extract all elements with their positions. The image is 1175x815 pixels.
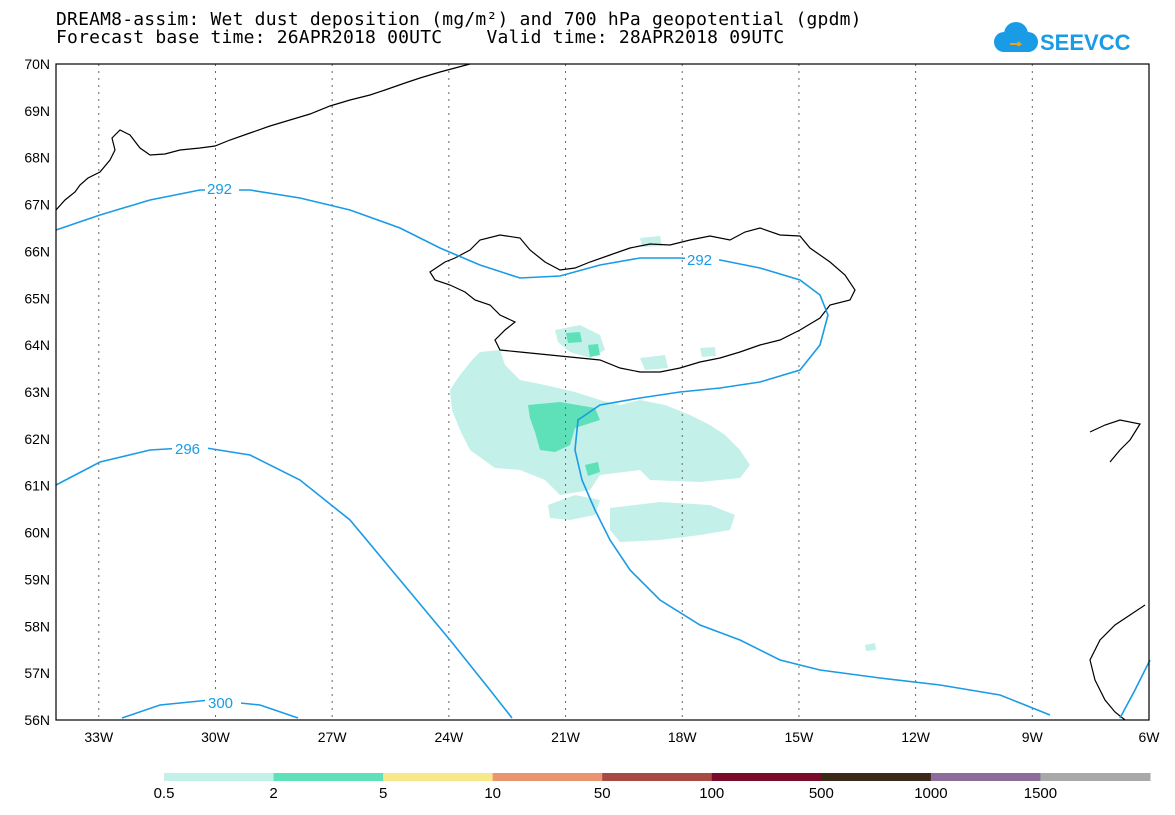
coastlines xyxy=(55,63,1146,721)
colorbar-label: 5 xyxy=(378,785,388,802)
dust-area-low xyxy=(548,495,600,520)
colorbar-swatch xyxy=(602,773,713,781)
scotland-coast xyxy=(1089,604,1146,721)
longitude-label: 24W xyxy=(434,729,464,745)
latitude-label: 61N xyxy=(24,478,50,494)
latitude-label: 65N xyxy=(24,290,50,306)
latitude-label: 62N xyxy=(24,431,50,447)
latitude-label: 56N xyxy=(24,712,50,728)
latitude-label: 67N xyxy=(24,197,50,213)
dust-area-low xyxy=(610,502,735,542)
colorbar-label: 100 xyxy=(699,785,725,802)
iceland-coast xyxy=(429,227,856,373)
svg-text:SEEVCCC: SEEVCCC xyxy=(1040,30,1130,55)
dust-area-mid xyxy=(588,344,600,357)
map-title: DREAM8-assim: Wet dust deposition (mg/m²… xyxy=(56,9,862,30)
contour-label: 296 xyxy=(175,441,200,458)
cloud-icon xyxy=(994,22,1038,52)
latitude-label: 70N xyxy=(24,56,50,72)
contour-296 xyxy=(55,446,513,719)
longitude-label: 6W xyxy=(1139,729,1161,745)
colorbar-swatch xyxy=(711,773,822,781)
contour-label: 292 xyxy=(687,252,712,269)
dust-area-low xyxy=(640,355,668,370)
contour-292-west xyxy=(55,189,1051,716)
longitude-label: 30W xyxy=(201,729,231,745)
faroe-shetland-coast xyxy=(1089,419,1141,463)
contour-label: 300 xyxy=(208,695,233,712)
dust-area-mid xyxy=(566,332,582,343)
dust-area-mid xyxy=(528,402,600,452)
longitude-label: 15W xyxy=(785,729,815,745)
latitude-label: 68N xyxy=(24,150,50,166)
longitude-labels: 33W 30W 27W 24W 21W 18W 15W 12W 9W 6W xyxy=(84,729,1160,745)
dust-area-low xyxy=(700,347,716,357)
colorbar-swatch xyxy=(930,773,1041,781)
colorbar-label: 10 xyxy=(484,785,501,802)
longitude-label: 12W xyxy=(901,729,931,745)
latitude-labels: 70N 69N 68N 67N 66N 65N 64N 63N 62N 61N 60N 59N 58N 5… xyxy=(24,56,50,728)
longitude-label: 9W xyxy=(1022,729,1044,745)
colorbar-label: 50 xyxy=(593,785,611,802)
colorbar-label: 1500 xyxy=(1023,785,1058,802)
colorbar-swatch xyxy=(164,773,275,781)
latitude-label: 58N xyxy=(24,618,50,634)
map-subtitle: Forecast base time: 26APR2018 00UTC Vali… xyxy=(56,27,785,48)
colorbar-swatch xyxy=(1040,773,1151,781)
colorbar-swatch xyxy=(492,773,603,781)
latitude-label: 60N xyxy=(24,525,50,541)
geopotential-contours xyxy=(55,189,1151,719)
colorbar-label: 0.5 xyxy=(153,785,175,802)
colorbar-swatch xyxy=(821,773,932,781)
longitude-label: 21W xyxy=(551,729,581,745)
dust-area-low xyxy=(450,350,750,495)
latitude-label: 63N xyxy=(24,384,50,400)
colorbar-label: 1000 xyxy=(914,785,948,802)
grid-lines xyxy=(98,64,1033,720)
colorbar-swatch xyxy=(383,773,494,781)
longitude-label: 27W xyxy=(318,729,348,745)
dust-deposition-shading xyxy=(450,236,876,651)
colorbar-swatch xyxy=(273,773,384,781)
latitude-label: 69N xyxy=(24,103,50,119)
colorbar xyxy=(164,773,1151,781)
contour-labels: 292 292 296 300 xyxy=(172,180,719,712)
longitude-label: 18W xyxy=(668,729,698,745)
greenland-coast xyxy=(55,63,471,211)
colorbar-label: 2 xyxy=(269,785,278,802)
latitude-label: 59N xyxy=(24,571,50,587)
latitude-label: 64N xyxy=(24,337,50,353)
longitude-label: 33W xyxy=(84,729,114,745)
contour-east xyxy=(1119,659,1151,719)
contour-label: 292 xyxy=(207,181,232,198)
latitude-label: 66N xyxy=(24,243,50,259)
colorbar-label: 500 xyxy=(808,785,834,802)
seevccc-logo: SEEVCCC xyxy=(994,22,1130,55)
dust-area-low xyxy=(865,643,876,651)
dust-area-mid xyxy=(585,462,600,476)
map-frame xyxy=(55,63,1150,721)
latitude-label: 57N xyxy=(24,665,50,681)
